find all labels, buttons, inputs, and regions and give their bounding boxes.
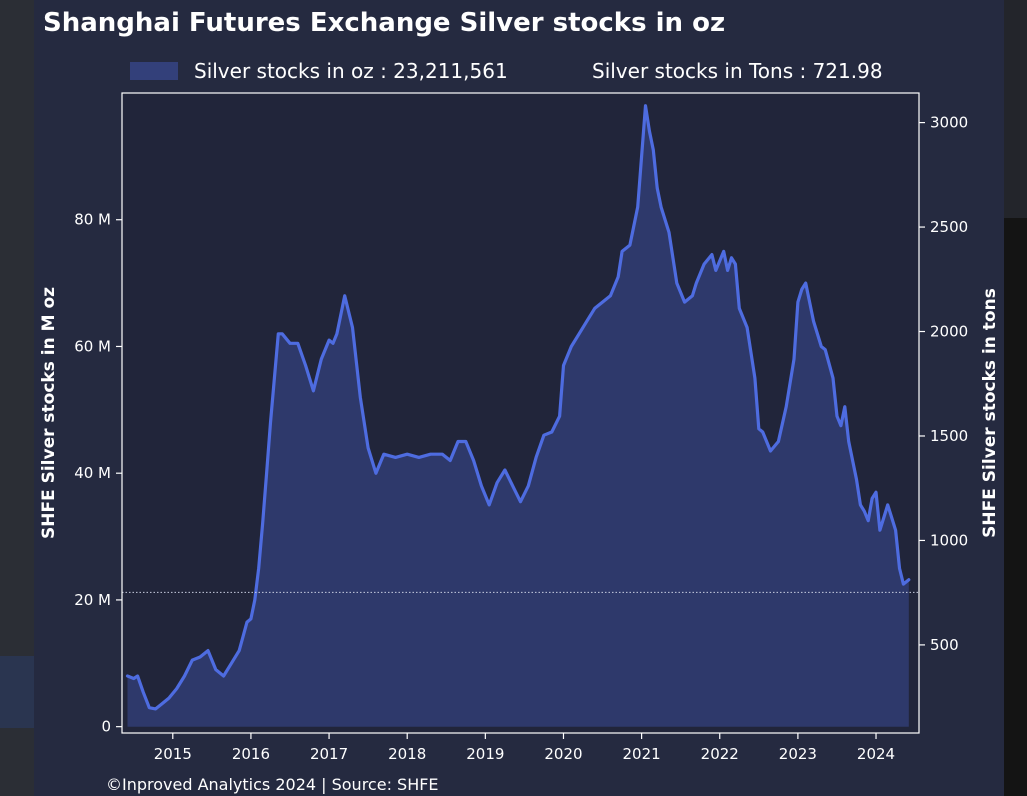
legend-entry-oz: Silver stocks in oz : 23,211,561 (194, 59, 508, 83)
y-axis-left: 0 20 M 40 M 60 M 80 M (74, 211, 122, 736)
y-right-tick-label: 500 (930, 636, 959, 654)
footer-credit: ©Inproved Analytics 2024 | Source: SHFE (106, 775, 439, 794)
background-app-left (0, 0, 34, 796)
background-app-right-lower (1004, 218, 1027, 796)
series-area-0 (127, 105, 909, 727)
silver-stocks-chart: Shanghai Futures Exchange Silver stocks … (39, 8, 1000, 794)
y-right-tick-label: 2500 (930, 218, 968, 236)
y-axis-right-label: SHFE Silver stocks in tons (980, 288, 1000, 538)
y-left-tick-label: 60 M (74, 337, 111, 355)
background-app-left-band (0, 656, 34, 728)
y-right-tick-label: 2000 (930, 323, 968, 341)
legend-swatch-oz (130, 62, 178, 80)
y-left-tick-label: 40 M (74, 464, 111, 482)
background-app-right (1004, 0, 1027, 796)
y-right-tick-label: 1500 (930, 427, 968, 445)
series-line-0 (125, 104, 911, 711)
plot-frame (121, 92, 920, 734)
x-tick-label: 2015 (154, 745, 192, 763)
y-axis-right: 500 1000 1500 2000 2500 3000 (919, 114, 968, 654)
background-app-right-upper (1004, 0, 1027, 218)
series-layer (125, 104, 911, 727)
x-tick-label: 2017 (310, 745, 348, 763)
x-tick-label: 2024 (857, 745, 895, 763)
legend: Silver stocks in oz : 23,211,561 Silver … (130, 59, 883, 83)
legend-entry-tons: Silver stocks in Tons : 721.98 (592, 59, 883, 83)
y-right-tick-label: 3000 (930, 114, 968, 132)
x-tick-label: 2021 (623, 745, 661, 763)
x-tick-label: 2020 (544, 745, 582, 763)
y-left-tick-label: 0 (101, 718, 111, 736)
chart-title: Shanghai Futures Exchange Silver stocks … (43, 8, 725, 38)
x-tick-label: 2018 (388, 745, 426, 763)
x-tick-label: 2016 (232, 745, 270, 763)
y-left-tick-label: 80 M (74, 211, 111, 229)
x-tick-label: 2023 (779, 745, 817, 763)
x-tick-label: 2022 (701, 745, 739, 763)
y-left-tick-label: 20 M (74, 591, 111, 609)
x-axis: 2015 2016 2017 2018 2019 2020 2021 2022 2023 2024 (154, 733, 895, 763)
y-axis-left-label: SHFE Silver stocks in M oz (39, 287, 59, 539)
x-tick-label: 2019 (466, 745, 504, 763)
y-right-tick-label: 1000 (930, 531, 968, 549)
